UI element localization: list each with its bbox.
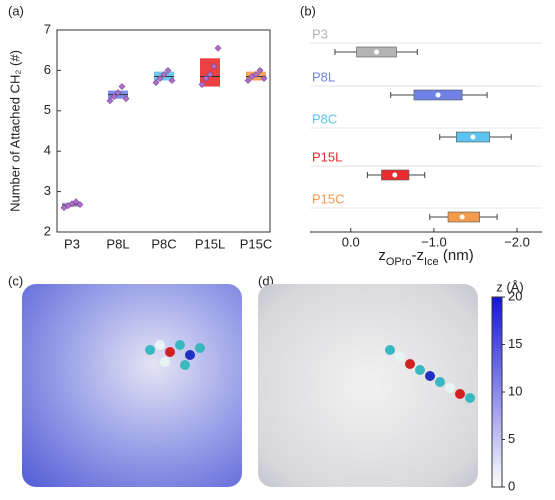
panel-label: (b) — [300, 3, 316, 18]
y-tick-label: 5 — [44, 102, 51, 117]
series-label: P8L — [312, 69, 335, 84]
data-point — [168, 77, 176, 84]
data-point — [156, 75, 164, 82]
surface-image — [258, 284, 478, 487]
y-tick-label: 6 — [44, 62, 51, 77]
y-axis-label: Number of Attached CH₂ (#) — [7, 50, 22, 212]
plot-frame — [56, 29, 271, 233]
mean — [470, 134, 476, 140]
data-point — [152, 79, 160, 86]
series-label: P8C — [312, 111, 337, 126]
y-tick-label: 3 — [44, 183, 51, 198]
y-tick-label: 2 — [44, 223, 51, 238]
molecule — [385, 345, 475, 403]
colorbar-tick-label: 10 — [508, 383, 522, 398]
data-point — [206, 71, 214, 78]
data-point — [214, 44, 222, 52]
mean — [459, 214, 465, 220]
data-point — [106, 97, 114, 105]
colorbar-label: z (Å) — [496, 279, 523, 294]
series-label: P15L — [312, 149, 342, 164]
x-tick-label: P8L — [106, 236, 129, 251]
data-point — [198, 81, 206, 88]
y-tick-label: 4 — [44, 143, 51, 158]
colorbar-tick-label: 20 — [508, 288, 522, 303]
x-tick-label: P15L — [195, 236, 225, 251]
data-point — [160, 71, 168, 78]
panel-label: (a) — [8, 3, 24, 18]
x-tick-label: P8C — [151, 236, 176, 251]
data-point — [122, 95, 130, 103]
x-tick-label: −1.0 — [421, 234, 447, 249]
data-point — [76, 201, 84, 208]
data-point — [164, 66, 172, 74]
series-label: P15C — [312, 191, 345, 206]
surface-image — [22, 284, 242, 487]
panel-label: (c) — [8, 273, 23, 288]
panel-a: (a) Number of Attached CH₂ (#) 2 3 4 5 6 7 P3 P… — [7, 3, 272, 251]
colorbar-tick-label: 15 — [508, 336, 522, 351]
colorbar — [491, 296, 503, 488]
x-tick-label: 0.0 — [342, 234, 360, 249]
data-point — [202, 75, 210, 82]
x-label-part: z — [378, 247, 386, 264]
panel-b: (b) zOPro-zIce (nm) 0.0 −1.0 −2.0 P3 P8L P8C P… — [300, 3, 542, 268]
data-point — [72, 198, 80, 206]
x-label-part: OPro — [386, 256, 412, 268]
data-point — [260, 75, 268, 82]
data-point — [244, 77, 252, 84]
data-point — [256, 66, 264, 74]
data-point — [110, 93, 118, 101]
series-label: P3 — [312, 26, 328, 41]
data-point — [210, 62, 218, 70]
colorbar-tick-label: 0 — [508, 478, 515, 493]
x-tick-label: P3 — [64, 236, 80, 251]
x-label-part: Ice — [424, 256, 439, 268]
x-axis-label: zOPro-zIce (nm) — [378, 247, 473, 268]
data-point — [118, 83, 126, 90]
x-label-part: (nm) — [439, 247, 474, 264]
molecule — [145, 340, 205, 370]
x-tick-label: P15C — [240, 236, 273, 251]
mean — [374, 49, 380, 55]
mean — [392, 172, 398, 178]
colorbar-tick-label: 5 — [508, 431, 515, 446]
data-point — [114, 89, 122, 97]
y-tick-label: 7 — [44, 21, 51, 36]
x-tick-label: −2.0 — [504, 234, 530, 249]
mean — [435, 92, 441, 98]
x-label-part: -z — [412, 247, 425, 264]
data-point — [252, 71, 260, 78]
